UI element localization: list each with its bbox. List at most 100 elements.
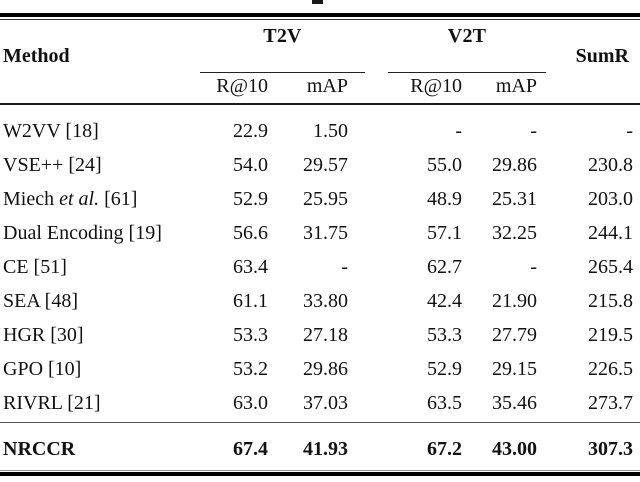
sumr-value: 307.3 (588, 437, 633, 460)
t2v-r10-value: 22.9 (233, 119, 268, 142)
method-name: NRCCR (3, 437, 76, 460)
t2v-r10-value: 67.4 (233, 437, 268, 460)
t2v-r10-value: 63.4 (233, 255, 268, 278)
v2t-r10-value: 53.3 (427, 323, 462, 346)
t2v-map-value: 29.57 (303, 153, 348, 176)
method-text: SEA [48] (3, 289, 78, 312)
method-name: GPO [10] (0, 358, 200, 381)
subheader-sumr-spacer (537, 76, 633, 96)
sumr-value: 244.1 (588, 221, 633, 244)
table-row: CE [51] 63.4 - 62.7 - 265.4 (0, 250, 633, 284)
subheader-t2v-map: mAP (306, 75, 348, 97)
v2t-r10-value: 63.5 (427, 391, 462, 414)
method-text: CE [51] (3, 255, 67, 278)
table-body: W2VV [18] 22.9 1.50 - - - VSE++ [24] 54.… (0, 114, 633, 420)
sumr-value: 230.8 (588, 153, 633, 176)
top-rule (0, 13, 640, 17)
table-row: W2VV [18] 22.9 1.50 - - - (0, 114, 633, 148)
v2t-r10-value: 57.1 (427, 221, 462, 244)
method-text: HGR [30] (3, 323, 84, 346)
v2t-r10-value: 55.0 (427, 153, 462, 176)
midrule-above-nrccr (0, 422, 640, 424)
t2v-r10-value: 54.0 (233, 153, 268, 176)
table-row-nrccr: NRCCR 67.4 41.93 67.2 43.00 307.3 (0, 432, 633, 466)
table-row: VSE++ [24] 54.0 29.57 55.0 29.86 230.8 (0, 148, 633, 182)
subheader-row: R@10 mAP R@10 mAP (0, 76, 633, 96)
v2t-r10-value: - (455, 119, 462, 142)
t2v-map-value: 41.93 (303, 437, 348, 460)
method-name: Miech et al. [61] (0, 188, 200, 211)
top-rule-shadow (0, 18, 640, 20)
method-text: GPO [10] (3, 357, 82, 380)
method-italic: et al. (59, 187, 100, 210)
bottom-rule-shadow (0, 469, 640, 471)
table-row: RIVRL [21] 63.0 37.03 63.5 35.46 273.7 (0, 386, 633, 420)
table-row: GPO [10] 53.2 29.86 52.9 29.15 226.5 (0, 352, 633, 386)
v2t-r10-value: 67.2 (427, 437, 462, 460)
method-name: VSE++ [24] (0, 154, 200, 177)
v2t-map-value: 27.79 (492, 323, 537, 346)
v2t-map-value: - (530, 255, 537, 278)
sumr-value: - (626, 119, 633, 142)
t2v-map-value: 33.80 (303, 289, 348, 312)
t2v-map-value: 27.18 (303, 323, 348, 346)
method-text: RIVRL [21] (3, 391, 101, 414)
v2t-map-value: 25.31 (492, 187, 537, 210)
subheader-t2v-r10: R@10 (216, 75, 268, 97)
v2t-r10-value: 42.4 (427, 289, 462, 312)
v2t-r10-value: 52.9 (427, 357, 462, 380)
method-text: VSE++ [24] (3, 153, 102, 176)
cmidrule-t2v (200, 72, 365, 74)
t2v-r10-value: 63.0 (233, 391, 268, 414)
v2t-map-value: 29.86 (492, 153, 537, 176)
t2v-r10-value: 53.2 (233, 357, 268, 380)
t2v-map-value: 25.95 (303, 187, 348, 210)
column-group-t2v: T2V (263, 25, 302, 47)
method-text: Miech (3, 187, 60, 210)
cropped-caption-glyph (312, 0, 323, 4)
subheader-spacer (0, 76, 200, 96)
v2t-map-value: 21.90 (492, 289, 537, 312)
method-name: CE [51] (0, 256, 200, 279)
t2v-r10-value: 52.9 (233, 187, 268, 210)
cmidrule-v2t (388, 72, 546, 74)
method-name: HGR [30] (0, 324, 200, 347)
sumr-value: 265.4 (588, 255, 633, 278)
table-row: HGR [30] 53.3 27.18 53.3 27.79 219.5 (0, 318, 633, 352)
sumr-value: 215.8 (588, 289, 633, 312)
t2v-r10-value: 53.3 (233, 323, 268, 346)
v2t-map-value: 35.46 (492, 391, 537, 414)
t2v-map-value: 29.86 (303, 357, 348, 380)
sumr-value: 219.5 (588, 323, 633, 346)
v2t-map-value: 32.25 (492, 221, 537, 244)
t2v-r10-value: 61.1 (233, 289, 268, 312)
table-row: SEA [48] 61.1 33.80 42.4 21.90 215.8 (0, 284, 633, 318)
v2t-map-value: 43.00 (492, 437, 537, 460)
method-name: Dual Encoding [19] (0, 222, 200, 245)
table-row: Miech et al. [61] 52.9 25.95 48.9 25.31 … (0, 182, 633, 216)
method-name: W2VV [18] (0, 120, 200, 143)
v2t-r10-value: 62.7 (427, 255, 462, 278)
method-text: W2VV [18] (3, 119, 99, 142)
sumr-value: 203.0 (588, 187, 633, 210)
bottom-rule (0, 472, 640, 476)
v2t-r10-value: 48.9 (427, 187, 462, 210)
column-group-v2t: V2T (447, 25, 487, 47)
method-name: SEA [48] (0, 290, 200, 313)
t2v-map-value: 1.50 (313, 119, 348, 142)
sumr-value: 273.7 (588, 391, 633, 414)
column-header-sumr: SumR (575, 45, 629, 67)
sumr-value: 226.5 (588, 357, 633, 380)
v2t-map-value: 29.15 (492, 357, 537, 380)
subheader-v2t-map: mAP (495, 75, 537, 97)
table-row: Dual Encoding [19] 56.6 31.75 57.1 32.25… (0, 216, 633, 250)
method-text: Dual Encoding [19] (3, 221, 162, 244)
v2t-map-value: - (530, 119, 537, 142)
method-ref: [61] (99, 187, 138, 210)
column-header-method: Method (3, 45, 70, 67)
t2v-map-value: 31.75 (303, 221, 348, 244)
subheader-v2t-r10: R@10 (410, 75, 462, 97)
t2v-map-value: 37.03 (303, 391, 348, 414)
t2v-r10-value: 56.6 (233, 221, 268, 244)
